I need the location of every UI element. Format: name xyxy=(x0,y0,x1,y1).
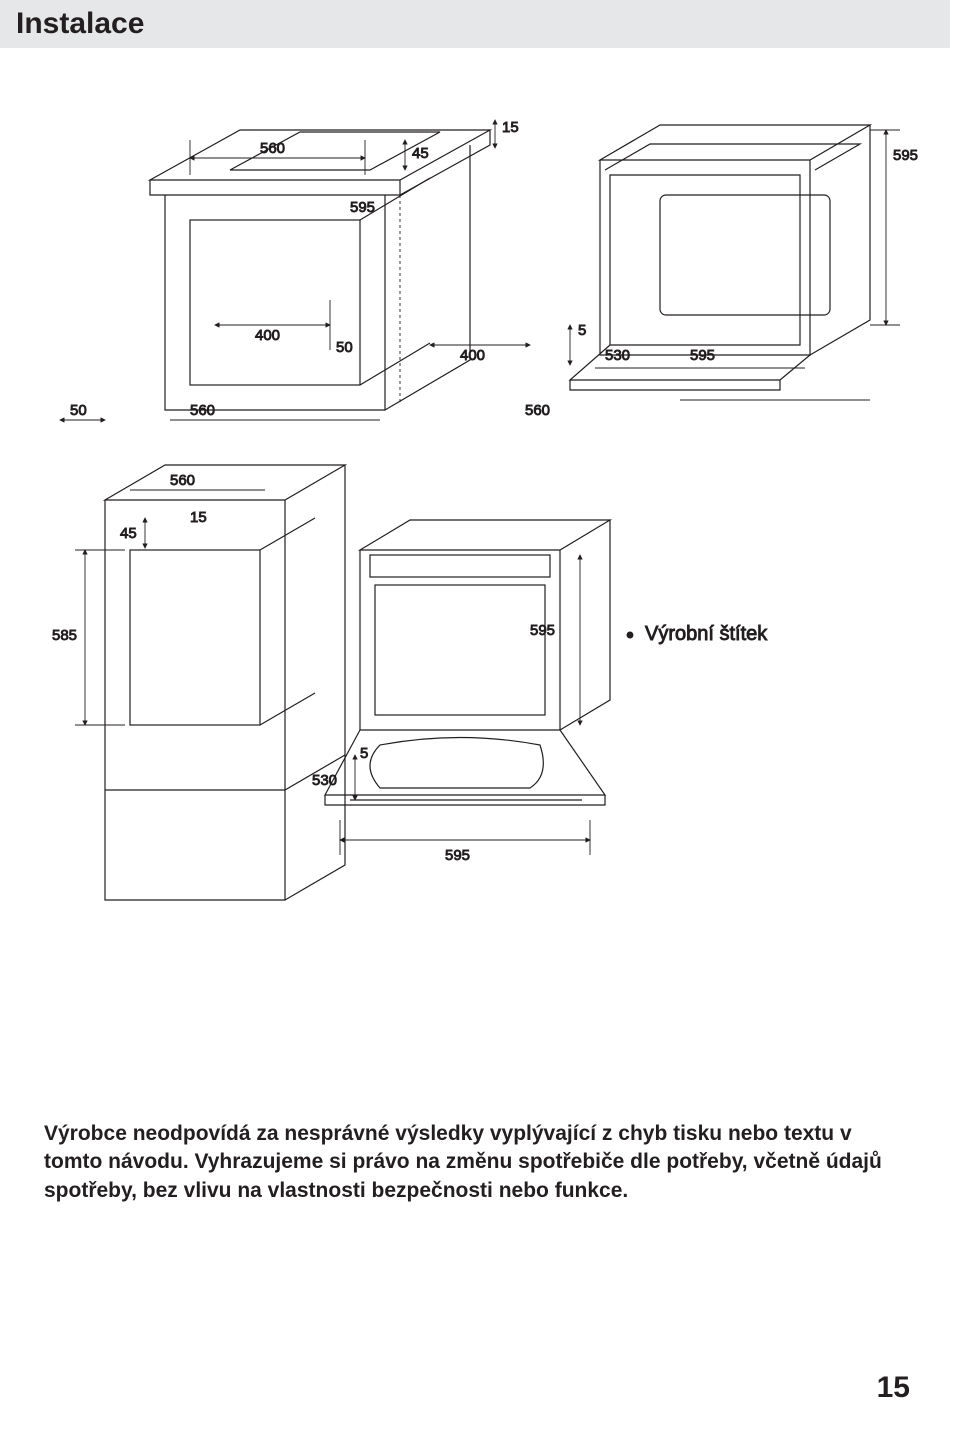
dim-top-45: 45 xyxy=(412,145,429,162)
dim-mid-595: 595 xyxy=(690,347,715,364)
dim-top-560: 560 xyxy=(260,140,285,157)
dim-mid-5: 5 xyxy=(578,322,586,339)
dim-tall-15: 15 xyxy=(190,509,207,526)
dim-mid-530: 530 xyxy=(605,347,630,364)
dim-bottom-560b: 560 xyxy=(525,402,550,419)
dim-tall-585: 585 xyxy=(52,627,77,644)
top-cabinet-drawing xyxy=(150,130,490,410)
bottom-oven-drawing xyxy=(325,520,610,805)
nameplate-label: Výrobní štítek xyxy=(645,623,768,645)
dim-top-595-left: 595 xyxy=(350,199,375,216)
dim-top-595-right: 595 xyxy=(893,147,918,164)
installation-diagram: 560 45 15 595 400 50 50 560 xyxy=(50,100,910,1000)
page-number: 15 xyxy=(877,1371,910,1405)
dim-right-5: 5 xyxy=(360,745,368,762)
dim-tall-560: 560 xyxy=(170,472,195,489)
dim-below-595: 595 xyxy=(445,847,470,864)
dim-mid-400b: 400 xyxy=(460,347,485,364)
dim-mid-50: 50 xyxy=(336,339,353,356)
dim-mid-400a: 400 xyxy=(255,327,280,344)
dim-right-530: 530 xyxy=(312,772,337,789)
dim-top-15: 15 xyxy=(502,119,519,136)
tall-cabinet-drawing xyxy=(105,465,345,900)
dim-bottom-50: 50 xyxy=(70,402,87,419)
dim-right-595: 595 xyxy=(530,622,555,639)
dim-bottom-560a: 560 xyxy=(190,402,215,419)
page-title: Instalace xyxy=(16,7,144,41)
dim-tall-45: 45 xyxy=(120,525,137,542)
header-bar: Instalace xyxy=(0,0,950,48)
disclaimer-paragraph: Výrobce neodpovídá za nesprávné výsledky… xyxy=(44,1120,914,1205)
disclaimer-text: Výrobce neodpovídá za nesprávné výsledky… xyxy=(44,1120,914,1205)
